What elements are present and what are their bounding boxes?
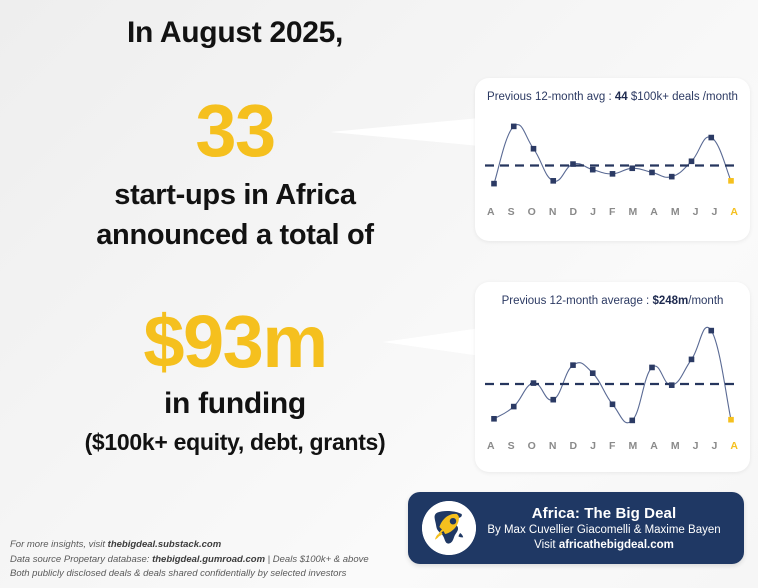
data-point-marker: [510, 403, 517, 410]
deals-caption-line2: announced a total of: [96, 219, 374, 251]
deals-chart-title-prefix: Previous 12-month avg :: [487, 91, 615, 103]
brand-visit-line: Visit africathebigdeal.com: [482, 538, 726, 553]
chart-line: [493, 326, 732, 424]
x-tick-label: O: [527, 440, 536, 452]
africa-rocket-logo-svg: [422, 501, 476, 555]
data-point-marker: [688, 356, 695, 363]
callout-tail-funding: [383, 327, 488, 357]
funding-chart-title-suffix: /month: [688, 295, 724, 307]
x-tick-label: F: [609, 206, 616, 218]
footer-line-3: Both publicly disclosed deals & deals sh…: [10, 568, 347, 580]
x-tick-label: D: [569, 206, 578, 218]
x-tick-label: O: [527, 206, 536, 218]
x-tick-label: A: [487, 440, 495, 452]
x-tick-label: M: [628, 440, 638, 452]
data-point-marker: [688, 158, 695, 165]
funding-amount-value: $93m: [143, 300, 328, 383]
x-tick-label: S: [507, 440, 515, 452]
data-point-marker: [708, 134, 715, 141]
data-point-marker: [708, 327, 715, 334]
deals-chart-title: Previous 12-month avg : 44 $100k+ deals …: [475, 91, 750, 103]
data-point-marker: [510, 123, 517, 130]
deals-chart-title-value: 44: [614, 91, 628, 103]
footer-line2-suffix: | Deals $100k+ & above: [265, 553, 369, 565]
funding-chart-card: Previous 12-month average : $248m/month …: [475, 282, 750, 472]
x-tick-label: J: [711, 440, 718, 452]
data-point-marker: [570, 362, 576, 368]
x-tick-label: J: [692, 440, 699, 452]
x-tick-label: A: [730, 206, 738, 218]
brand-text-block: Africa: The Big Deal By Max Cuvellier Gi…: [482, 504, 730, 553]
x-tick-label: S: [507, 206, 515, 218]
data-point-marker: [629, 417, 636, 424]
data-point-marker: [629, 165, 636, 172]
data-point-marker: [649, 364, 655, 371]
data-point-marker: [668, 173, 675, 180]
brand-website-link[interactable]: africathebigdeal.com: [558, 538, 674, 551]
deals-chart-plot: [485, 110, 740, 200]
brand-title: Africa: The Big Deal: [531, 504, 677, 522]
x-tick-label: F: [609, 440, 616, 452]
x-tick-label: N: [548, 440, 557, 452]
x-tick-label: M: [628, 206, 638, 218]
data-point-marker: [570, 161, 576, 167]
deals-count-value: 33: [195, 89, 276, 172]
footer-line1-prefix: For more insights, visit: [10, 539, 108, 550]
funding-chart-title-value: $248m: [652, 295, 689, 307]
footer-line-2: Data source Propetary database: thebigde…: [10, 553, 369, 568]
footer-line-1: For more insights, visit thebigdeal.subs…: [10, 538, 369, 553]
deals-chart-card: Previous 12-month avg : 44 $100k+ deals …: [475, 78, 750, 241]
data-point-marker: [589, 370, 596, 376]
funding-chart-plot: [485, 318, 740, 433]
data-point-marker: [609, 401, 616, 408]
africa-rocket-logo-icon: [422, 501, 476, 555]
data-point-marker: [530, 145, 537, 152]
x-tick-label: A: [650, 440, 658, 452]
brand-visit-prefix: Visit: [534, 538, 559, 551]
deals-caption-line1: start-ups in Africa: [114, 179, 356, 211]
x-tick-label: J: [692, 206, 699, 218]
deals-chart-svg: [485, 123, 740, 187]
funding-chart-svg: [485, 326, 740, 424]
x-tick-label: M: [670, 206, 680, 218]
x-tick-label: J: [590, 440, 596, 452]
callout-tail-deals: [330, 118, 480, 146]
data-point-marker: [530, 380, 537, 386]
x-tick-label: J: [590, 206, 596, 218]
substack-link[interactable]: thebigdeal.substack.com: [107, 539, 222, 550]
data-point-marker: [491, 415, 497, 422]
data-point-marker: [491, 180, 497, 187]
x-tick-label: M: [670, 440, 680, 452]
data-point-marker: [550, 396, 557, 403]
data-point-marker: [728, 416, 734, 423]
gumroad-link[interactable]: thebigdeal.gumroad.com: [152, 553, 266, 565]
funding-chart-title: Previous 12-month average : $248m/month: [475, 295, 750, 307]
data-point-marker: [550, 178, 557, 184]
funding-chart-title-prefix: Previous 12-month average :: [501, 295, 653, 307]
x-tick-label: D: [569, 440, 578, 452]
brand-authors: By Max Cuvellier Giacomelli & Maxime Bay…: [487, 523, 721, 536]
data-point-marker: [609, 171, 616, 177]
data-point-marker: [649, 169, 655, 176]
footer-notes: For more insights, visit thebigdeal.subs…: [10, 538, 369, 582]
x-tick-label: J: [711, 206, 718, 218]
funding-caption-line2: ($100k+ equity, debt, grants): [84, 429, 386, 455]
data-point-marker: [668, 382, 675, 388]
deals-chart-title-suffix: $100k+ deals /month: [627, 91, 738, 103]
x-tick-label: N: [548, 206, 557, 218]
page-title: In August 2025,: [126, 16, 344, 49]
x-tick-label: A: [487, 206, 495, 218]
data-point-marker: [589, 166, 596, 173]
footer-line2-prefix: Data source Propetary database:: [10, 553, 153, 565]
funding-caption-line1: in funding: [164, 387, 306, 420]
x-tick-label: A: [650, 206, 658, 218]
x-tick-label: A: [730, 440, 738, 452]
brand-banner: Africa: The Big Deal By Max Cuvellier Gi…: [408, 492, 744, 564]
data-point-marker: [728, 178, 734, 184]
